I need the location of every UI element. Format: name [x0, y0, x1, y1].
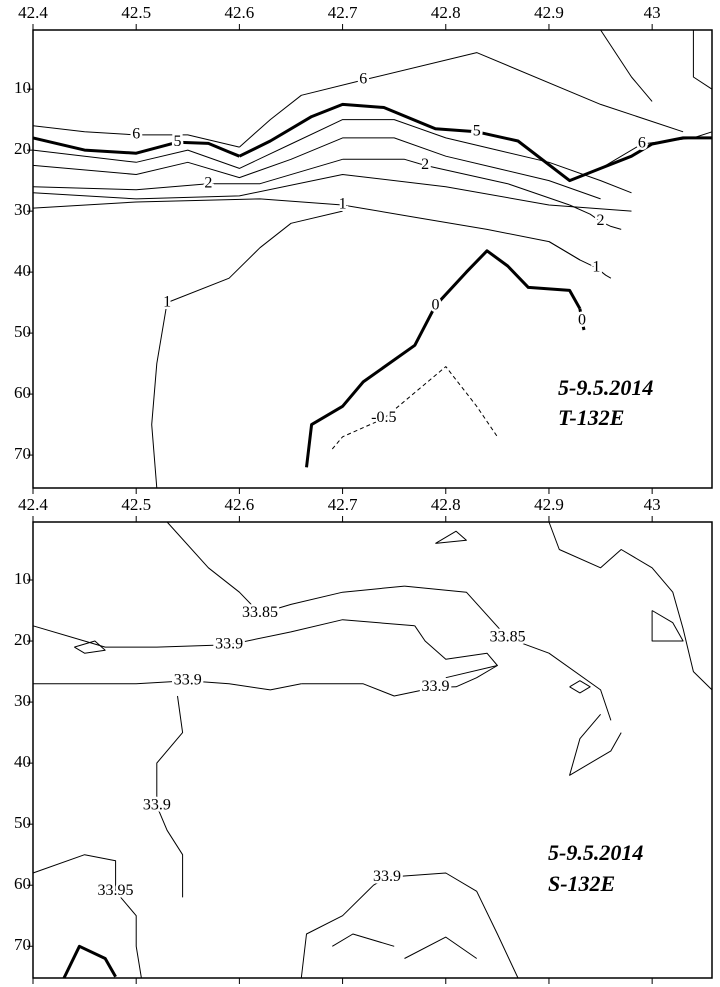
contour-line: [692, 30, 713, 90]
contour-line: [239, 52, 684, 148]
contour-label: 33.9: [143, 797, 171, 814]
y-tick-label: 70: [14, 444, 31, 463]
y-tick-label: 50: [14, 322, 31, 341]
y-tick-label: 60: [14, 383, 31, 402]
contour-line: [548, 521, 713, 691]
contour-line: [74, 640, 106, 654]
contour-label: 6: [638, 135, 646, 152]
contour-line: [404, 936, 477, 959]
contour-label: 2: [204, 174, 212, 191]
contour-label: 33.9: [373, 868, 401, 885]
contour-label: 33.95: [98, 882, 134, 899]
contour-label: 0: [578, 312, 586, 329]
contour-label: 33.85: [242, 604, 278, 621]
y-tick-label: 50: [14, 813, 31, 832]
contour-label: 33.85: [490, 629, 526, 646]
contour-label: 33.9: [421, 678, 449, 695]
contour-line: [156, 695, 184, 898]
contour-line: [300, 872, 519, 979]
contour-label: -0.5: [371, 409, 396, 426]
plot-frame: [32, 521, 713, 979]
x-tick-label: 42.4: [18, 495, 48, 514]
x-tick-label: 43: [644, 495, 661, 514]
x-tick-label: 42.5: [121, 3, 151, 22]
contour-label: 33.9: [174, 671, 202, 688]
plot-frame: [32, 29, 713, 489]
contour-label: 5: [473, 123, 481, 140]
contour-line: [32, 174, 632, 212]
annotation: 5-9.5.2014: [558, 375, 653, 400]
contour-label: 1: [163, 293, 171, 310]
x-tick-label: 42.7: [328, 3, 358, 22]
x-tick-label: 42.8: [431, 3, 461, 22]
y-tick-label: 40: [14, 752, 31, 771]
contour-line: [651, 610, 684, 642]
contour-label: 1: [339, 196, 347, 213]
contour-label: 33.9: [215, 635, 243, 652]
contour-line: [569, 204, 622, 230]
contour-line: [331, 366, 498, 450]
contour-line: [404, 585, 612, 721]
contour-line: [435, 530, 467, 544]
contour-line: [32, 198, 581, 261]
contour-line: [238, 102, 712, 183]
y-tick-label: 40: [14, 261, 31, 280]
contour-line: [32, 158, 343, 191]
x-tick-label: 42.9: [534, 495, 564, 514]
contour-line: [62, 944, 117, 979]
contour-line: [301, 665, 498, 697]
contour-line: [569, 680, 591, 694]
x-tick-label: 42.6: [225, 495, 255, 514]
annotation: 5-9.5.2014: [548, 840, 643, 865]
x-tick-label: 42.6: [225, 3, 255, 22]
y-tick-label: 30: [14, 200, 31, 219]
annotation: S-132E: [548, 871, 615, 896]
contour-line: [578, 308, 586, 331]
annotation: T-132E: [558, 405, 624, 430]
contour-line: [569, 713, 622, 776]
x-tick-label: 42.8: [431, 495, 461, 514]
y-tick-label: 10: [14, 569, 31, 588]
contour-line: [32, 125, 240, 148]
contour-line: [32, 854, 142, 979]
x-tick-label: 42.7: [328, 495, 358, 514]
x-tick-label: 42.9: [534, 3, 564, 22]
contour-line: [342, 158, 570, 206]
x-tick-label: 42.4: [18, 3, 48, 22]
y-tick-label: 10: [14, 78, 31, 97]
contour-label: 5: [173, 133, 181, 150]
contour-line: [166, 521, 405, 615]
contour-line: [414, 625, 498, 679]
contour-label: 2: [597, 212, 605, 229]
x-tick-label: 42.5: [121, 495, 151, 514]
x-tick-label: 43: [644, 3, 661, 22]
contour-line: [32, 136, 240, 158]
contour-label: 1: [592, 259, 600, 276]
contour-label: 6: [132, 126, 140, 143]
contour-label: 0: [431, 296, 439, 313]
contour-label: 6: [359, 71, 367, 88]
contour-line: [600, 29, 653, 102]
y-tick-label: 70: [14, 935, 31, 954]
contour-line: [332, 933, 395, 947]
contour-line: [32, 137, 601, 200]
contour-line: [33, 680, 302, 691]
contour-line: [151, 210, 343, 489]
contour-line: [32, 619, 415, 648]
y-tick-label: 20: [14, 139, 31, 158]
contour-line: [305, 249, 582, 468]
y-tick-label: 60: [14, 874, 31, 893]
y-tick-label: 30: [14, 691, 31, 710]
y-tick-label: 20: [14, 630, 31, 649]
contour-line: [32, 119, 632, 194]
contour-label: 2: [421, 156, 429, 173]
contour-line: [548, 241, 612, 279]
